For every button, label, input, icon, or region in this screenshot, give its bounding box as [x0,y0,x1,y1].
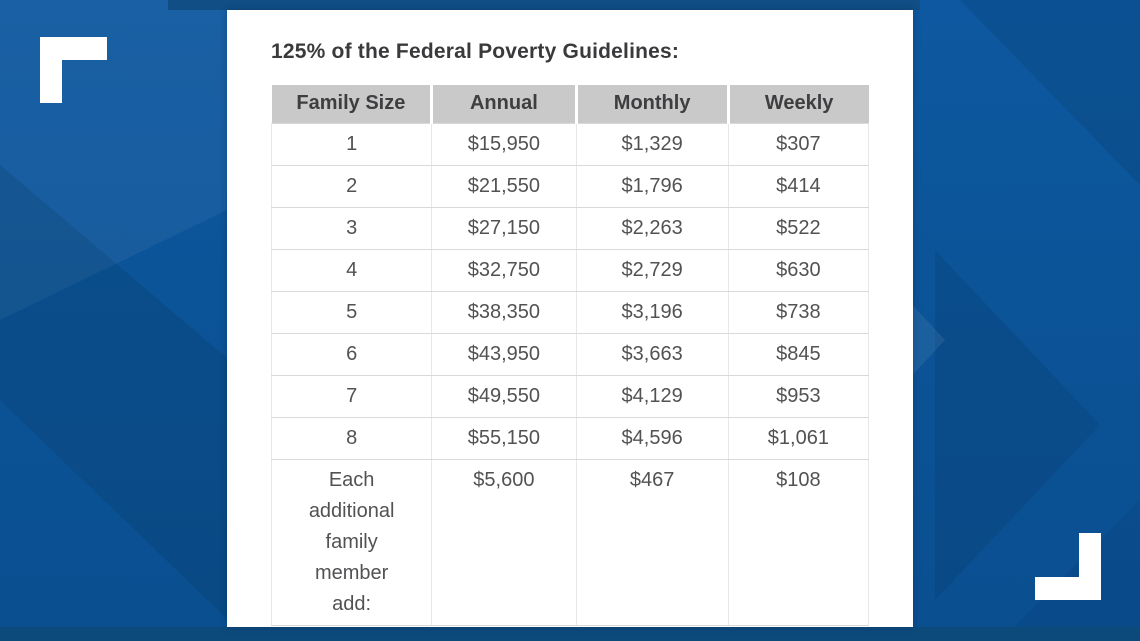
table-cell: $49,550 [431,375,577,418]
table-cell: Each additional family member add: [270,459,433,626]
table-row: Each additional family member add: $5,600… [270,459,870,626]
table-cell: 7 [270,375,433,418]
table-cell: 5 [270,291,433,334]
table-cell: $43,950 [431,333,577,376]
table-row: 5 $38,350 $3,196 $738 [270,291,870,334]
table-cell: $4,596 [575,417,729,460]
table-cell: 6 [270,333,433,376]
content-card: 125% of the Federal Poverty Guidelines: … [227,10,913,627]
table-cell: $2,729 [575,249,729,292]
table-cell: $467 [575,459,729,626]
table-cell: $953 [727,375,870,418]
corner-bracket-bottom-right-icon [1035,533,1101,600]
table-cell: $108 [727,459,870,626]
table-cell: 3 [270,207,433,250]
column-header-family-size: Family Size [271,85,432,124]
table-cell: $15,950 [431,123,577,166]
table-cell: $21,550 [431,165,577,208]
table-cell: 1 [270,123,433,166]
table-cell: 4 [270,249,433,292]
table-cell: 8 [270,417,433,460]
table-cell: $1,061 [727,417,870,460]
table-row: 6 $43,950 $3,663 $845 [270,333,870,376]
table-body: 1 $15,950 $1,329 $307 2 $21,550 $1,796 $414 3 $27… [270,123,870,626]
table-cell: $630 [727,249,870,292]
table-cell: $1,329 [575,123,729,166]
table-cell: $38,350 [431,291,577,334]
table-cell: $32,750 [431,249,577,292]
table-cell: $1,796 [575,165,729,208]
poverty-guidelines-table: Family Size Annual Monthly Weekly 1 $15,9… [270,85,870,626]
table-cell: $4,129 [575,375,729,418]
table-row: 8 $55,150 $4,596 $1,061 [270,417,870,460]
table-row: 4 $32,750 $2,729 $630 [270,249,870,292]
table-cell: $414 [727,165,870,208]
table-cell: $3,663 [575,333,729,376]
table-cell: $5,600 [431,459,577,626]
table-cell: $3,196 [575,291,729,334]
bottom-navy-band [0,627,1140,641]
table-cell: $738 [727,291,870,334]
table-cell: $55,150 [431,417,577,460]
table-cell: $845 [727,333,870,376]
table-title: 125% of the Federal Poverty Guidelines: [271,40,680,63]
table-cell: $522 [727,207,870,250]
column-header-weekly: Weekly [726,85,869,124]
table-header-row: Family Size Annual Monthly Weekly [271,85,869,124]
column-header-annual: Annual [430,85,576,124]
top-navy-band [168,0,920,10]
table-row: 1 $15,950 $1,329 $307 [270,123,870,166]
table-cell: $27,150 [431,207,577,250]
column-header-monthly: Monthly [574,85,729,124]
table-cell: 2 [270,165,433,208]
table-cell: $2,263 [575,207,729,250]
table-row: 3 $27,150 $2,263 $522 [270,207,870,250]
table-cell: $307 [727,123,870,166]
table-row: 2 $21,550 $1,796 $414 [270,165,870,208]
corner-bracket-top-left-icon [40,37,107,103]
table-row: 7 $49,550 $4,129 $953 [270,375,870,418]
